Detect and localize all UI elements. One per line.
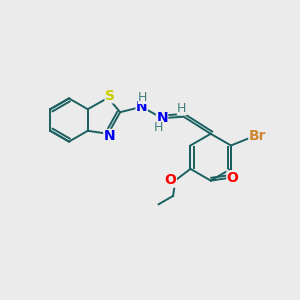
Text: Br: Br	[249, 129, 266, 142]
Text: H: H	[177, 102, 187, 115]
Text: S: S	[105, 89, 115, 103]
Text: N: N	[103, 129, 115, 143]
Text: N: N	[136, 100, 148, 114]
Text: H: H	[138, 91, 148, 104]
Text: O: O	[165, 173, 177, 187]
Text: N: N	[156, 111, 168, 125]
Text: H: H	[154, 121, 163, 134]
Text: O: O	[227, 171, 239, 184]
